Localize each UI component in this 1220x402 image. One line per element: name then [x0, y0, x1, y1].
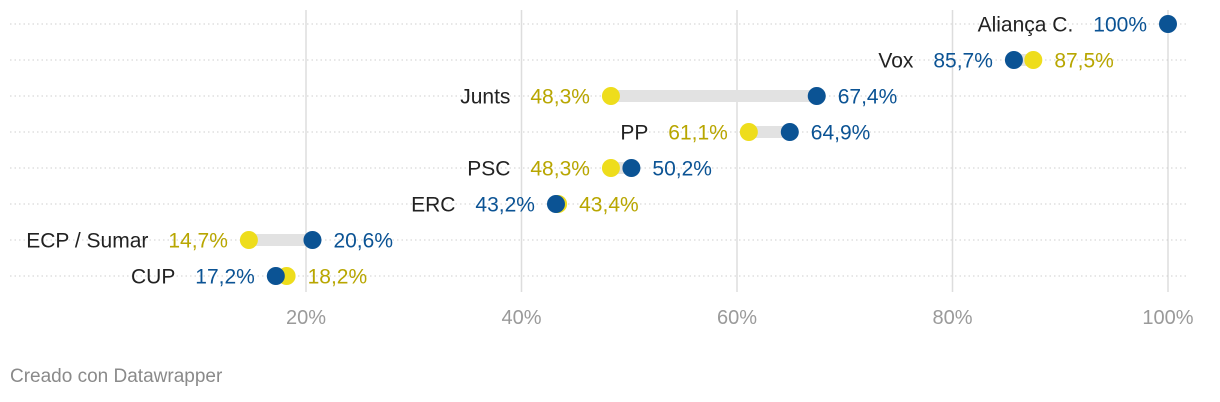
- yellow-dot: [601, 87, 620, 105]
- yellow-dot: [739, 123, 758, 141]
- yellow-dot: [1024, 51, 1043, 69]
- blue-value-label: 64,9%: [811, 122, 871, 145]
- x-tick-label: 100%: [1142, 307, 1193, 329]
- yellow-value-label: 43,4%: [579, 194, 639, 217]
- yellow-dot: [239, 231, 258, 249]
- x-tick-label: 40%: [501, 307, 541, 329]
- category-label: Aliança C.: [978, 14, 1074, 37]
- yellow-value-label: 61,1%: [668, 122, 728, 145]
- yellow-dot: [601, 159, 620, 177]
- dot-range-chart: 20% 40% 60% 80% 100% 100% Aliança C. 85,7% 87,5%…: [10, 10, 1194, 329]
- yellow-value-label: 87,5%: [1054, 50, 1114, 73]
- blue-dot: [303, 231, 322, 249]
- category-label: Vox: [878, 50, 914, 73]
- blue-dot: [780, 123, 799, 141]
- blue-dot: [807, 87, 826, 105]
- x-tick-label: 80%: [932, 307, 972, 329]
- yellow-value-label: 48,3%: [530, 158, 590, 181]
- blue-dot: [1159, 15, 1177, 33]
- blue-value-label: 50,2%: [652, 158, 712, 181]
- blue-value-label: 100%: [1093, 14, 1147, 37]
- blue-dot: [1004, 51, 1023, 69]
- blue-value-label: 85,7%: [933, 50, 993, 73]
- blue-dot: [266, 267, 285, 285]
- category-label: ERC: [411, 194, 455, 217]
- blue-value-label: 20,6%: [333, 230, 393, 253]
- category-label: PP: [620, 122, 648, 145]
- yellow-value-label: 48,3%: [530, 86, 590, 109]
- blue-dot: [546, 195, 565, 213]
- x-tick-label: 60%: [717, 307, 757, 329]
- credit-text: Creado con Datawrapper: [10, 366, 223, 387]
- blue-value-label: 17,2%: [195, 266, 255, 289]
- category-label: ECP / Sumar: [26, 230, 148, 253]
- blue-value-label: 43,2%: [475, 194, 535, 217]
- blue-value-label: 67,4%: [838, 86, 898, 109]
- category-label: PSC: [467, 158, 510, 181]
- category-label: Junts: [460, 86, 510, 109]
- yellow-value-label: 14,7%: [168, 230, 228, 253]
- category-label: CUP: [131, 266, 175, 289]
- blue-dot: [622, 159, 641, 177]
- yellow-value-label: 18,2%: [308, 266, 368, 289]
- x-tick-label: 20%: [286, 307, 326, 329]
